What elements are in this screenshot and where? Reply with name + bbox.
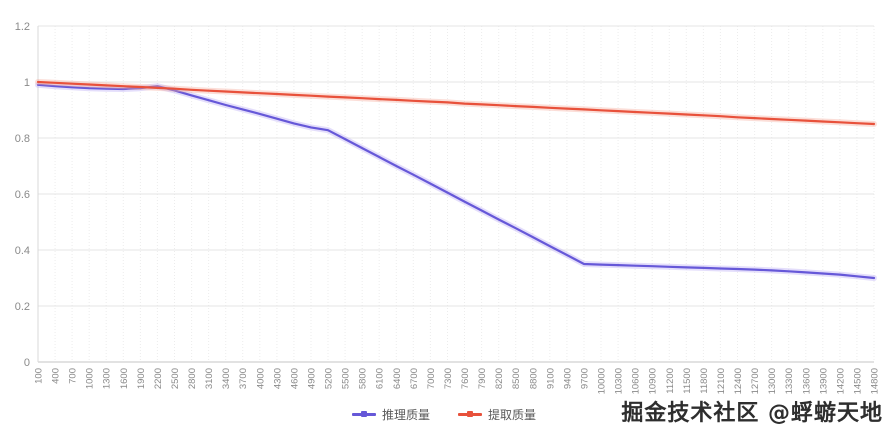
x-tick-label: 2800	[187, 368, 198, 389]
x-tick-label: 13900	[818, 368, 829, 394]
x-tick-label: 14800	[870, 368, 881, 394]
x-tick-label: 1900	[136, 368, 147, 389]
x-tick-label: 9700	[580, 368, 591, 389]
y-tick-label: 1.2	[15, 21, 30, 33]
x-tick-label: 9400	[562, 368, 573, 389]
x-tick-label: 3400	[221, 368, 232, 389]
x-tick-label: 14200	[835, 368, 846, 394]
x-tick-label: 14500	[852, 368, 863, 394]
x-tick-label: 4600	[289, 368, 300, 389]
series-glow-0	[35, 81, 877, 281]
x-tick-label: 9100	[545, 368, 556, 389]
x-tick-label: 12100	[716, 368, 727, 394]
x-tick-label: 8800	[528, 368, 539, 389]
x-tick-label: 5800	[358, 368, 369, 389]
x-tick-label: 10300	[614, 368, 625, 394]
x-tick-label: 1000	[85, 368, 96, 389]
x-tick-label: 7300	[443, 368, 454, 389]
x-tick-label: 1600	[119, 368, 130, 389]
y-tick-label: 0.8	[15, 133, 30, 145]
x-tick-label: 10600	[631, 368, 642, 394]
x-tick-label: 7600	[460, 368, 471, 389]
x-tick-label: 12400	[733, 368, 744, 394]
x-tick-label: 5200	[324, 368, 335, 389]
x-tick-label: 4300	[272, 368, 283, 389]
y-tick-label: 0.4	[15, 245, 30, 257]
x-tick-label: 7900	[477, 368, 488, 389]
x-tick-label: 7000	[426, 368, 437, 389]
x-tick-label: 8200	[494, 368, 505, 389]
x-tick-label: 1300	[102, 368, 113, 389]
x-tick-label: 6400	[392, 368, 403, 389]
x-tick-label: 13600	[801, 368, 812, 394]
x-tick-label: 10000	[597, 368, 608, 394]
legend-marker-reasoning	[360, 411, 367, 417]
x-tick-label: 700	[68, 368, 79, 384]
legend-item-reasoning-quality: 推理质量	[351, 406, 430, 423]
legend-line-swatch-extraction	[458, 411, 482, 417]
x-tick-label: 8500	[511, 368, 522, 389]
y-tick-label: 0	[24, 357, 30, 369]
legend-label-reasoning: 推理质量	[381, 408, 430, 422]
legend-item-extraction-quality: 提取质量	[458, 406, 536, 423]
legend-marker-extraction	[467, 411, 473, 417]
line-chart: 0 0.2 0.4 0.6 0.8 1 1.2 100 400 700 1000 1300 1600 19…	[15, 21, 881, 394]
x-tick-label: 13000	[767, 368, 778, 394]
watermark-text: 掘金技术社区 @蜉蝣天地	[621, 401, 883, 426]
x-tick-label: 3700	[238, 368, 249, 389]
x-tick-label: 400	[51, 368, 62, 384]
x-tick-label: 2500	[170, 368, 181, 389]
x-tick-label: 2200	[153, 368, 164, 389]
y-tick-label: 0.6	[15, 189, 30, 201]
x-tick-label: 10900	[648, 368, 659, 394]
series-line-0	[36, 83, 876, 280]
x-tick-label: 4900	[307, 368, 318, 389]
x-tick-label: 5500	[341, 368, 352, 389]
x-tick-label: 4000	[255, 368, 266, 389]
x-tick-label: 13300	[784, 368, 795, 394]
x-tick-label: 6100	[375, 368, 386, 389]
chart-legend: 推理质量 提取质量	[0, 406, 888, 423]
x-tick-label: 11200	[665, 368, 676, 394]
y-tick-label: 1	[24, 77, 30, 89]
x-tick-label: 100	[34, 368, 45, 384]
x-tick-label: 11500	[682, 368, 693, 394]
x-tick-label: 11800	[699, 368, 710, 394]
legend-label-extraction: 提取质量	[488, 408, 537, 422]
y-tick-label: 0.2	[15, 301, 30, 313]
x-tick-label: 12700	[750, 368, 761, 394]
x-tick-label: 6700	[409, 368, 420, 389]
legend-line-swatch-reasoning	[351, 411, 376, 417]
x-tick-label: 3100	[204, 368, 215, 389]
series-line-1	[36, 80, 876, 126]
